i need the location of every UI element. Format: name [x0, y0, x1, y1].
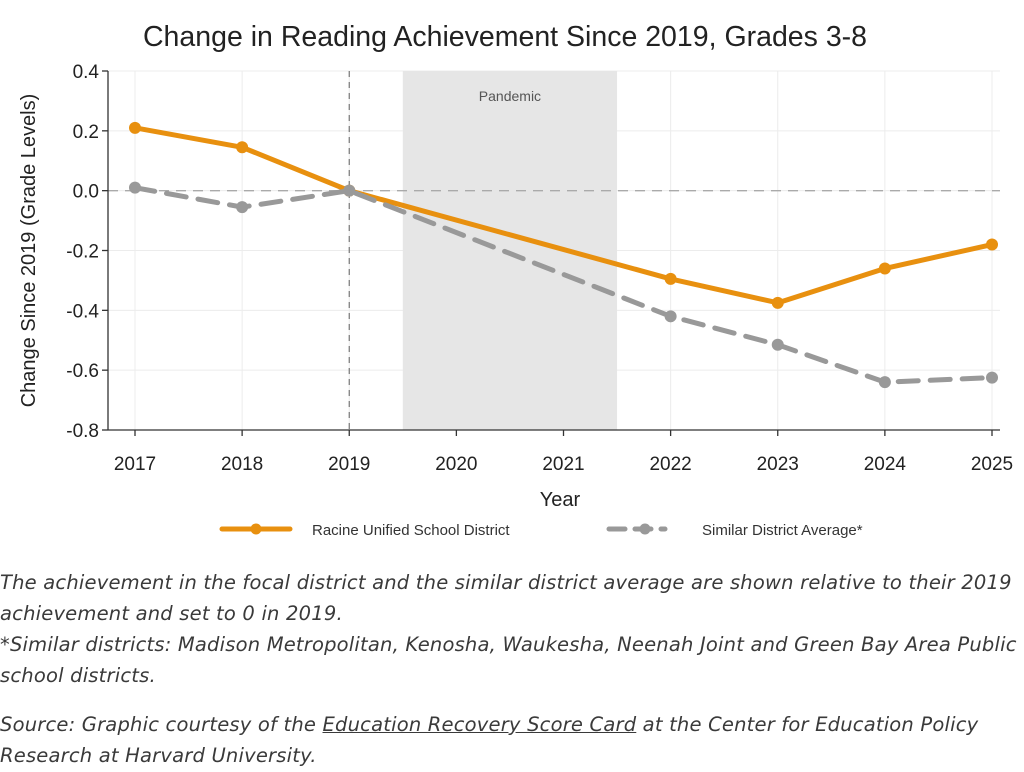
x-axis-label: Year	[540, 489, 581, 511]
data-point-similar-average	[236, 201, 249, 214]
legend-swatch-marker	[250, 523, 262, 535]
source-prefix: Source: Graphic courtesy of the	[0, 713, 323, 736]
chart-title: Change in Reading Achievement Since 2019…	[143, 21, 867, 53]
data-point-similar-average	[343, 184, 356, 197]
data-point-similar-average	[986, 371, 998, 384]
x-tick-label: 2019	[328, 454, 370, 475]
y-tick-label: 0.4	[73, 62, 100, 83]
legend-label: Similar District Average*	[702, 522, 863, 539]
y-axis-label: Change Since 2019 (Grade Levels)	[18, 94, 40, 408]
x-tick-label: 2025	[971, 454, 1013, 475]
data-point-racine	[986, 238, 998, 251]
y-tick-label: -0.2	[66, 242, 99, 263]
line-chart: Pandemic 0.4 0.2 0.0 -0.2 -0.4 -0.6 -0.8 2017 201…	[18, 21, 1013, 539]
y-tick-label: -0.8	[66, 421, 99, 442]
data-point-racine	[771, 296, 784, 309]
source-link[interactable]: Education Recovery Score Card	[322, 713, 637, 736]
x-tick-label: 2018	[221, 454, 263, 475]
x-tick-label: 2022	[649, 454, 691, 475]
y-tick-label: 0.2	[73, 122, 99, 143]
x-tick-label: 2017	[114, 454, 156, 475]
pandemic-label: Pandemic	[479, 88, 541, 104]
legend-swatch-marker	[639, 523, 651, 535]
y-tick-label: -0.4	[66, 301, 99, 322]
data-point-similar-average	[664, 310, 677, 323]
caption-similar-districts: *Similar districts: Madison Metropolitan…	[0, 633, 1017, 687]
x-tick-label: 2021	[542, 454, 584, 475]
y-tick-label: -0.6	[66, 361, 99, 382]
pandemic-shaded-region	[402, 71, 618, 430]
caption-relative-note: The achievement in the focal district an…	[0, 571, 1012, 625]
data-point-similar-average	[771, 338, 784, 351]
y-tick-label: 0.0	[73, 182, 99, 203]
x-tick-label: 2020	[435, 454, 477, 475]
source-caption: Source: Graphic courtesy of the Educatio…	[0, 709, 1020, 771]
data-point-similar-average	[878, 376, 891, 389]
data-point-racine	[878, 262, 891, 275]
x-tick-label: 2024	[864, 454, 907, 475]
legend-label: Racine Unified School District	[312, 522, 510, 539]
source-suffix: at the Center for Education Policy Resea…	[0, 713, 979, 767]
x-tick-label: 2023	[757, 454, 799, 475]
chart-area: Pandemic 0.4 0.2 0.0 -0.2 -0.4 -0.6 -0.8 2017 201…	[18, 21, 1013, 539]
data-point-similar-average	[129, 181, 141, 194]
data-point-racine	[664, 272, 677, 285]
data-point-racine	[129, 121, 141, 134]
data-point-racine	[236, 141, 249, 154]
